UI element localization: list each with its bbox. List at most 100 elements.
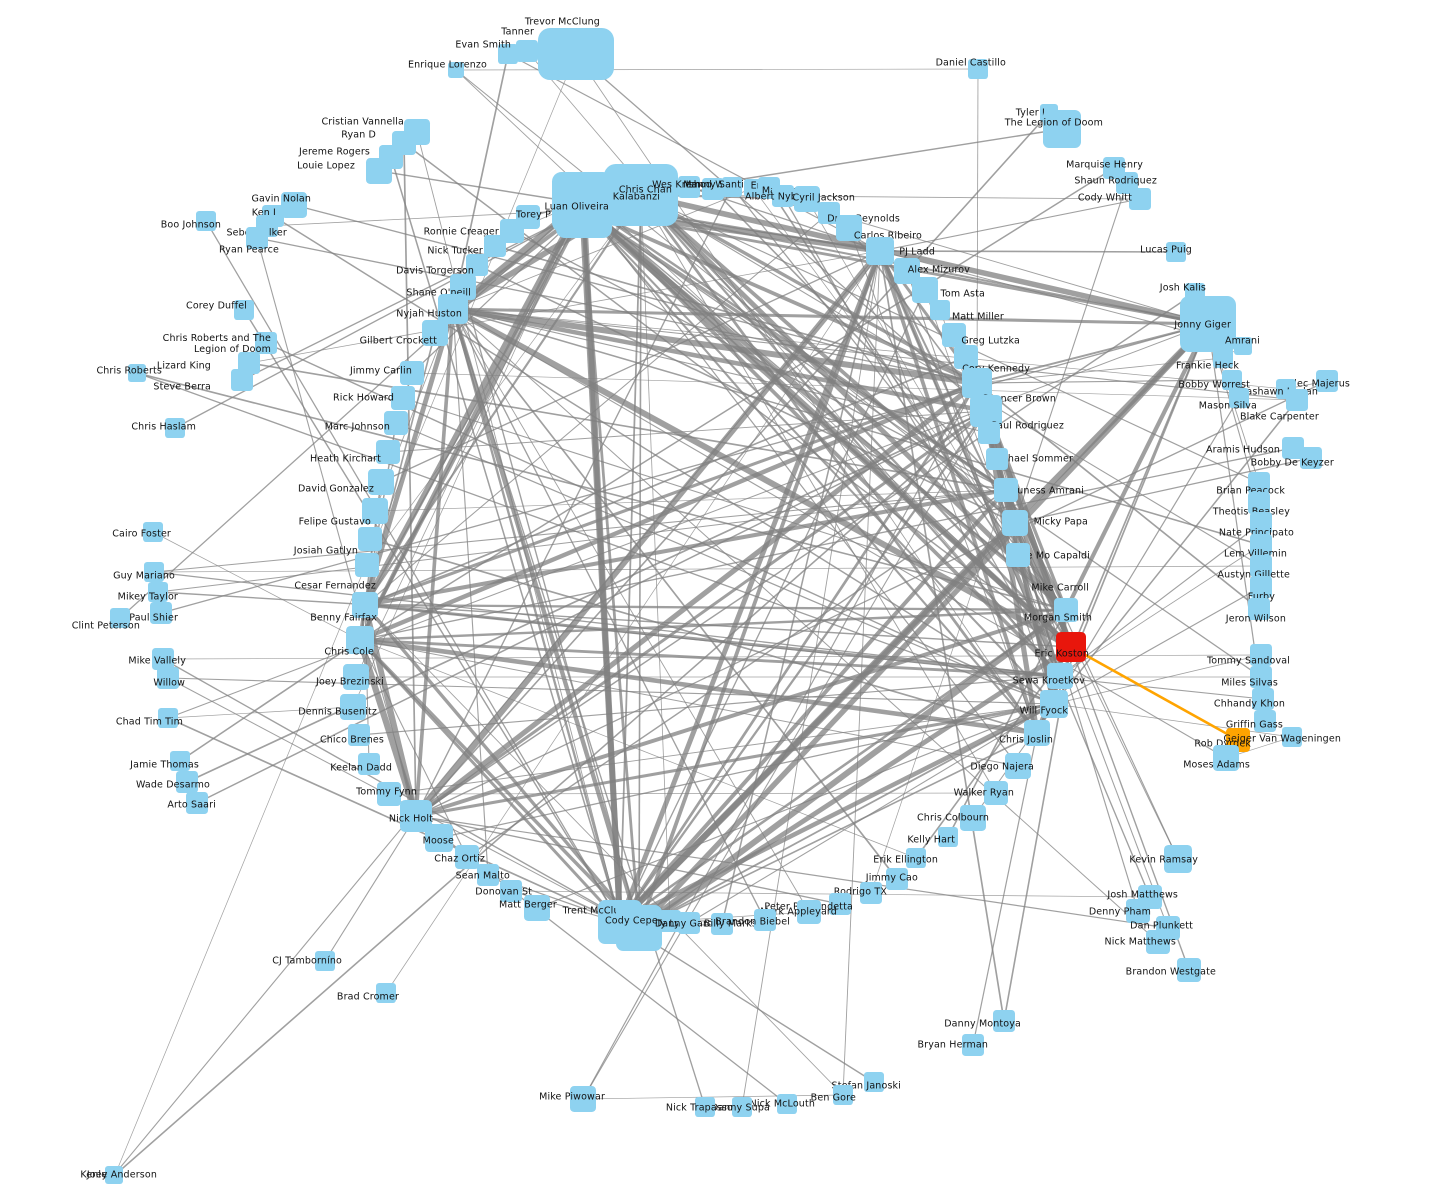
graph-node[interactable]: [954, 345, 978, 369]
graph-node[interactable]: [391, 386, 415, 410]
graph-node[interactable]: [1250, 555, 1272, 577]
graph-node[interactable]: [255, 332, 277, 354]
graph-node[interactable]: [1180, 296, 1236, 352]
graph-node[interactable]: [829, 893, 851, 915]
graph-node[interactable]: [833, 1085, 853, 1105]
graph-node[interactable]: [368, 469, 394, 495]
graph-node[interactable]: [1056, 632, 1086, 662]
graph-node[interactable]: [711, 913, 733, 935]
graph-node[interactable]: [912, 277, 938, 303]
graph-node[interactable]: [148, 582, 168, 602]
graph-node[interactable]: [1250, 534, 1272, 556]
graph-node[interactable]: [1282, 727, 1302, 747]
graph-node[interactable]: [930, 300, 950, 320]
graph-node[interactable]: [186, 792, 208, 814]
graph-node[interactable]: [702, 178, 724, 200]
graph-node[interactable]: [376, 440, 400, 464]
graph-node[interactable]: [836, 215, 862, 241]
graph-node[interactable]: [128, 364, 146, 382]
graph-node[interactable]: [346, 626, 374, 654]
graph-node[interactable]: [1005, 753, 1031, 779]
graph-node[interactable]: [732, 1097, 752, 1117]
graph-node[interactable]: [352, 592, 378, 618]
graph-node[interactable]: [1234, 337, 1252, 355]
graph-node[interactable]: [152, 648, 174, 670]
graph-node[interactable]: [604, 164, 678, 226]
graph-node[interactable]: [358, 527, 382, 551]
graph-node[interactable]: [1282, 437, 1304, 459]
graph-node[interactable]: [1250, 512, 1272, 534]
graph-node[interactable]: [422, 320, 448, 346]
graph-node[interactable]: [744, 179, 762, 197]
graph-node[interactable]: [500, 880, 522, 902]
graph-node[interactable]: [570, 1086, 596, 1112]
graph-node[interactable]: [886, 868, 908, 890]
graph-node[interactable]: [659, 910, 681, 932]
graph-node[interactable]: [1250, 666, 1272, 688]
graph-node[interactable]: [970, 395, 1002, 427]
graph-node[interactable]: [376, 983, 396, 1003]
graph-node[interactable]: [1129, 188, 1151, 210]
graph-node[interactable]: [384, 411, 408, 435]
graph-node[interactable]: [1146, 930, 1170, 954]
graph-node[interactable]: [144, 562, 164, 582]
graph-node[interactable]: [616, 905, 662, 951]
graph-node[interactable]: [1054, 598, 1078, 622]
graph-node[interactable]: [348, 724, 370, 746]
graph-node[interactable]: [866, 237, 894, 265]
graph-node[interactable]: [196, 211, 216, 231]
graph-node[interactable]: [315, 951, 335, 971]
graph-node[interactable]: [938, 827, 958, 847]
graph-node[interactable]: [1166, 242, 1186, 262]
graph-node[interactable]: [754, 909, 776, 931]
graph-node[interactable]: [358, 753, 380, 775]
graph-node[interactable]: [864, 1072, 884, 1092]
graph-node[interactable]: [165, 418, 185, 438]
graph-node[interactable]: [1300, 447, 1322, 469]
graph-node[interactable]: [400, 361, 424, 385]
graph-node[interactable]: [343, 664, 369, 690]
graph-node[interactable]: [466, 254, 488, 276]
graph-node[interactable]: [150, 602, 172, 624]
graph-node[interactable]: [1248, 598, 1270, 620]
graph-node[interactable]: [1248, 472, 1270, 494]
graph-node[interactable]: [455, 845, 479, 869]
graph-node[interactable]: [238, 352, 260, 374]
graph-node[interactable]: [906, 848, 926, 868]
graph-node[interactable]: [538, 28, 614, 80]
graph-node[interactable]: [1229, 388, 1249, 408]
graph-node[interactable]: [986, 448, 1008, 470]
graph-node[interactable]: [960, 805, 986, 831]
graph-node[interactable]: [1250, 644, 1272, 666]
graph-node[interactable]: [818, 202, 840, 224]
graph-node[interactable]: [498, 44, 518, 64]
graph-node[interactable]: [355, 553, 379, 577]
graph-node[interactable]: [231, 369, 253, 391]
graph-node[interactable]: [1040, 690, 1068, 718]
graph-node[interactable]: [968, 59, 988, 79]
graph-node[interactable]: [1316, 370, 1338, 392]
graph-node[interactable]: [425, 824, 453, 852]
graph-node[interactable]: [1248, 492, 1270, 514]
graph-node[interactable]: [438, 294, 468, 324]
graph-node[interactable]: [1213, 348, 1233, 368]
graph-node[interactable]: [362, 498, 388, 524]
graph-node[interactable]: [157, 667, 179, 689]
graph-node[interactable]: [1213, 745, 1239, 771]
graph-node[interactable]: [524, 895, 550, 921]
graph-node[interactable]: [1286, 389, 1308, 411]
graph-node[interactable]: [942, 323, 966, 347]
graph-node[interactable]: [143, 522, 163, 542]
graph-node[interactable]: [1250, 576, 1272, 598]
graph-node[interactable]: [962, 368, 992, 398]
graph-node[interactable]: [695, 1097, 715, 1117]
graph-node[interactable]: [246, 227, 268, 249]
graph-node[interactable]: [170, 751, 190, 771]
graph-node[interactable]: [176, 771, 198, 793]
graph-node[interactable]: [448, 62, 464, 78]
graph-node[interactable]: [377, 782, 401, 806]
graph-node[interactable]: [962, 1034, 984, 1056]
graph-node[interactable]: [556, 182, 612, 238]
graph-node[interactable]: [234, 300, 254, 320]
